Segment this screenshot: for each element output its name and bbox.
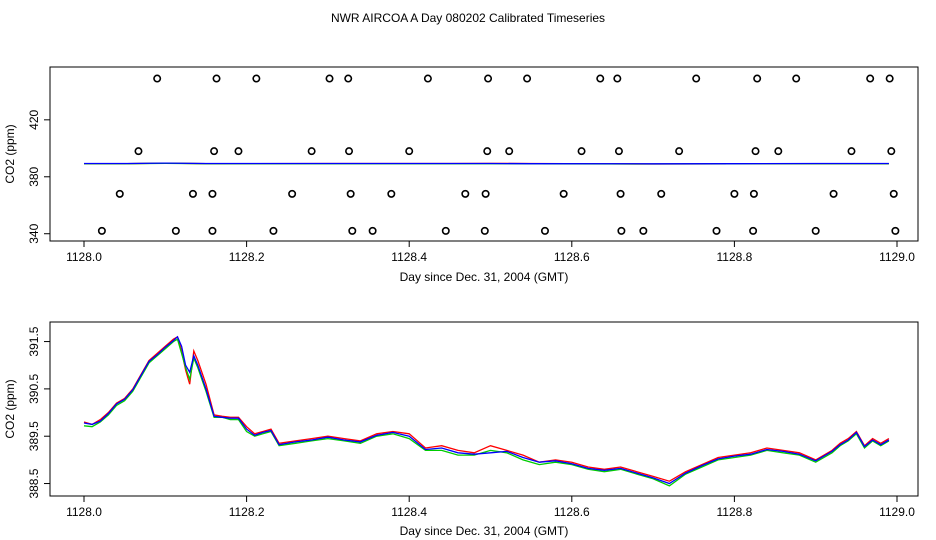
data-point [596, 74, 605, 83]
x-tick-label: 1128.4 [391, 505, 427, 519]
co2-timeseries-panel: 1128.0 1128.2 1128.4 1128.6 1128.8 1129.0 388… [3, 321, 919, 538]
series-lines [83, 335, 890, 487]
data-point [188, 189, 197, 198]
data-point [461, 189, 470, 198]
y-tick-label: 388.5 [27, 468, 41, 498]
x-axis: 1128.0 1128.2 1128.4 1128.6 1128.8 1129.0 [66, 495, 915, 519]
x-axis-label: Day since Dec. 31, 2004 (GMT) [400, 270, 569, 284]
x-tick-label: 1128.8 [716, 250, 752, 264]
data-point [405, 147, 414, 156]
data-point [885, 74, 894, 83]
x-axis-label: Day since Dec. 31, 2004 (GMT) [400, 524, 569, 538]
y-axis-label: CO2 (ppm) [3, 379, 17, 438]
data-point [387, 189, 396, 198]
data-point [480, 226, 489, 235]
data-point [577, 147, 586, 156]
data-point [614, 147, 623, 156]
data-point [348, 226, 357, 235]
y-axis: 340 380 420 [27, 109, 50, 244]
data-point [891, 226, 900, 235]
data-point [505, 147, 514, 156]
series-lines [84, 162, 889, 165]
plot-frame [49, 66, 919, 242]
data-point [307, 147, 316, 156]
series-line [83, 335, 890, 485]
data-point [325, 74, 334, 83]
data-point [484, 74, 493, 83]
data-point [441, 226, 450, 235]
data-point [613, 74, 622, 83]
data-point [811, 226, 820, 235]
figure-title: NWR AIRCOA A Day 080202 Calibrated Times… [331, 11, 605, 25]
data-point [212, 74, 221, 83]
data-point [751, 147, 760, 156]
data-point [171, 226, 180, 235]
x-tick-label: 1129.0 [879, 505, 915, 519]
calibration-scatter-panel: 1128.0 1128.2 1128.4 1128.6 1128.8 1129.0 340… [3, 66, 919, 284]
data-point [481, 189, 490, 198]
data-point [252, 74, 261, 83]
data-point [866, 74, 875, 83]
data-point [344, 74, 353, 83]
y-tick-label: 380 [27, 166, 41, 186]
x-tick-label: 1128.6 [554, 505, 590, 519]
data-point [559, 189, 568, 198]
series-line [83, 338, 890, 487]
data-point [749, 226, 758, 235]
data-point [889, 189, 898, 198]
data-point [675, 147, 684, 156]
y-tick-label: 389.5 [27, 421, 41, 451]
data-point [523, 74, 532, 83]
data-point [115, 189, 124, 198]
x-tick-label: 1128.0 [66, 250, 102, 264]
x-tick-label: 1128.2 [229, 505, 265, 519]
y-axis: 388.5 389.5 390.5 391.5 [27, 326, 50, 499]
data-point [483, 147, 492, 156]
y-tick-label: 391.5 [27, 326, 41, 356]
data-point [97, 226, 106, 235]
data-point [210, 147, 219, 156]
data-point [153, 74, 162, 83]
y-tick-label: 420 [27, 109, 41, 129]
series-line [84, 162, 889, 165]
scatter-points [97, 74, 900, 235]
x-tick-label: 1128.2 [229, 250, 265, 264]
data-point [540, 226, 549, 235]
data-point [887, 147, 896, 156]
data-point [749, 189, 758, 198]
data-point [234, 147, 243, 156]
x-axis: 1128.0 1128.2 1128.4 1128.6 1128.8 1129.0 [66, 240, 915, 264]
data-point [829, 189, 838, 198]
y-tick-label: 340 [27, 223, 41, 243]
data-point [847, 147, 856, 156]
data-point [346, 189, 355, 198]
series-line [83, 335, 890, 482]
data-point [345, 147, 354, 156]
data-point [368, 226, 377, 235]
data-point [774, 147, 783, 156]
data-point [617, 226, 626, 235]
y-tick-label: 390.5 [27, 374, 41, 404]
y-axis-label: CO2 (ppm) [3, 124, 17, 183]
data-point [712, 226, 721, 235]
data-point [288, 189, 297, 198]
data-point [208, 189, 217, 198]
data-point [639, 226, 648, 235]
data-point [730, 189, 739, 198]
data-point [423, 74, 432, 83]
data-point [616, 189, 625, 198]
data-point [657, 189, 666, 198]
data-point [792, 74, 801, 83]
x-tick-label: 1128.0 [66, 505, 102, 519]
data-point [753, 74, 762, 83]
x-tick-label: 1128.8 [716, 505, 752, 519]
x-tick-label: 1129.0 [879, 250, 915, 264]
data-point [269, 226, 278, 235]
x-tick-label: 1128.4 [391, 250, 427, 264]
x-tick-label: 1128.6 [554, 250, 590, 264]
data-point [692, 74, 701, 83]
data-point [134, 147, 143, 156]
data-point [208, 226, 217, 235]
